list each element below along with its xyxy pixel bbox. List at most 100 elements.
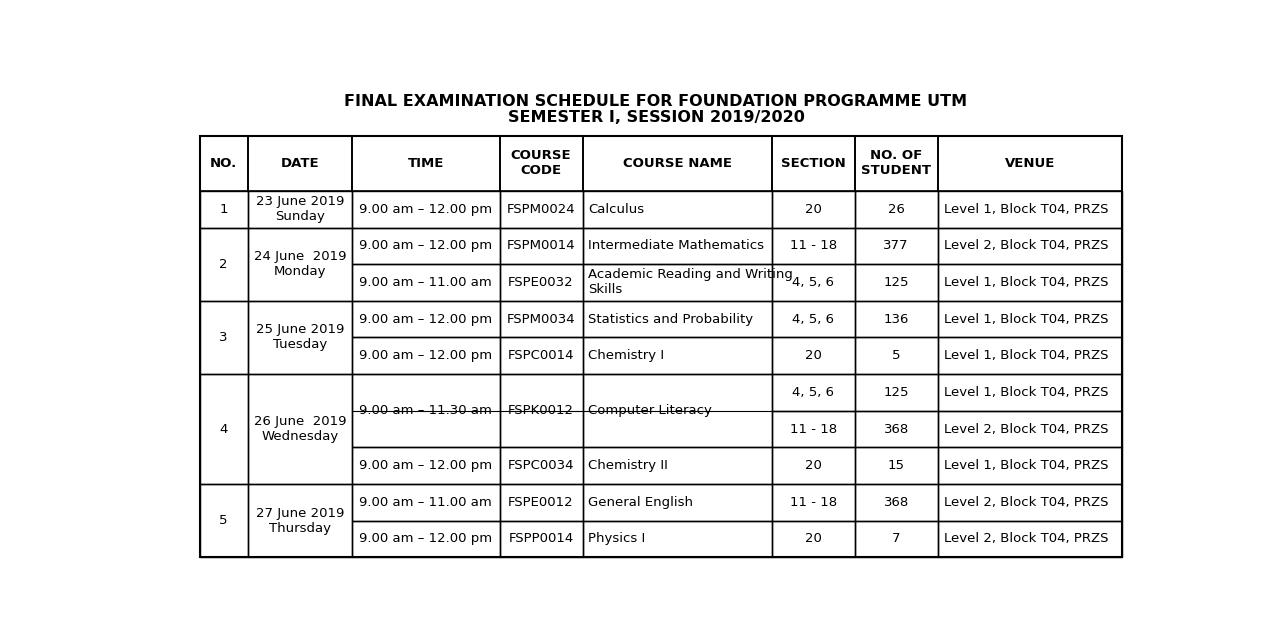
Bar: [200, 484, 247, 557]
Text: Academic Reading and Writing
Skills: Academic Reading and Writing Skills: [589, 269, 794, 296]
Text: Level 2, Block T04, PRZS: Level 2, Block T04, PRZS: [943, 496, 1108, 509]
Bar: [772, 447, 855, 484]
Text: 4, 5, 6: 4, 5, 6: [792, 386, 835, 399]
Bar: [499, 521, 582, 557]
Text: FSPK0012: FSPK0012: [508, 404, 573, 417]
Bar: [247, 228, 352, 301]
Bar: [772, 521, 855, 557]
Bar: [499, 136, 582, 191]
Text: VENUE: VENUE: [1005, 157, 1055, 170]
Text: 27 June 2019
Thursday: 27 June 2019 Thursday: [256, 507, 344, 534]
Text: FINAL EXAMINATION SCHEDULE FOR FOUNDATION PROGRAMME UTM: FINAL EXAMINATION SCHEDULE FOR FOUNDATIO…: [344, 94, 968, 109]
Text: NO. OF
STUDENT: NO. OF STUDENT: [861, 149, 932, 177]
Bar: [938, 447, 1123, 484]
Bar: [855, 228, 938, 264]
Bar: [772, 191, 855, 228]
Text: Chemistry I: Chemistry I: [589, 349, 664, 362]
Text: 9.00 am – 12.00 pm: 9.00 am – 12.00 pm: [360, 239, 493, 252]
Text: COURSE NAME: COURSE NAME: [622, 157, 732, 170]
Text: General English: General English: [589, 496, 694, 509]
Bar: [200, 191, 247, 228]
Text: DATE: DATE: [280, 157, 319, 170]
Text: Level 1, Block T04, PRZS: Level 1, Block T04, PRZS: [943, 386, 1108, 399]
Text: FSPC0034: FSPC0034: [508, 459, 575, 472]
Text: Level 1, Block T04, PRZS: Level 1, Block T04, PRZS: [943, 276, 1108, 289]
Bar: [200, 374, 247, 484]
Bar: [582, 337, 772, 374]
Bar: [855, 264, 938, 301]
Bar: [855, 136, 938, 191]
Text: 2: 2: [219, 258, 228, 271]
Text: FSPC0014: FSPC0014: [508, 349, 575, 362]
Bar: [938, 484, 1123, 521]
Bar: [200, 301, 247, 374]
Text: 368: 368: [883, 422, 909, 436]
Bar: [352, 447, 499, 484]
Bar: [200, 136, 1123, 557]
Bar: [855, 521, 938, 557]
Text: FSPM0014: FSPM0014: [507, 239, 575, 252]
Bar: [938, 374, 1123, 411]
Bar: [200, 228, 247, 301]
Bar: [772, 337, 855, 374]
Text: FSPM0034: FSPM0034: [507, 312, 575, 326]
Bar: [499, 447, 582, 484]
Text: SEMESTER I, SESSION 2019/2020: SEMESTER I, SESSION 2019/2020: [508, 109, 804, 125]
Text: 9.00 am – 11.00 am: 9.00 am – 11.00 am: [360, 276, 492, 289]
Text: 20: 20: [805, 532, 822, 545]
Bar: [582, 484, 772, 521]
Text: Physics I: Physics I: [589, 532, 645, 545]
Bar: [772, 264, 855, 301]
Text: 3: 3: [219, 331, 228, 344]
Bar: [938, 264, 1123, 301]
Text: Level 2, Block T04, PRZS: Level 2, Block T04, PRZS: [943, 532, 1108, 545]
Bar: [499, 191, 582, 228]
Bar: [772, 228, 855, 264]
Bar: [582, 521, 772, 557]
Bar: [582, 191, 772, 228]
Bar: [582, 136, 772, 191]
Bar: [772, 411, 855, 447]
Bar: [247, 191, 352, 228]
Text: 11 - 18: 11 - 18: [790, 422, 837, 436]
Text: 9.00 am – 11.00 am: 9.00 am – 11.00 am: [360, 496, 492, 509]
Bar: [772, 301, 855, 337]
Text: Level 2, Block T04, PRZS: Level 2, Block T04, PRZS: [943, 239, 1108, 252]
Text: 1: 1: [219, 203, 228, 216]
Bar: [938, 411, 1123, 447]
Text: 9.00 am – 12.00 pm: 9.00 am – 12.00 pm: [360, 203, 493, 216]
Text: Level 1, Block T04, PRZS: Level 1, Block T04, PRZS: [943, 459, 1108, 472]
Text: 9.00 am – 12.00 pm: 9.00 am – 12.00 pm: [360, 349, 493, 362]
Bar: [352, 374, 499, 447]
Text: 5: 5: [892, 349, 900, 362]
Text: 15: 15: [888, 459, 905, 472]
Text: TIME: TIME: [407, 157, 444, 170]
Bar: [352, 301, 499, 337]
Text: FSPE0032: FSPE0032: [508, 276, 573, 289]
Text: 20: 20: [805, 459, 822, 472]
Text: 125: 125: [883, 386, 909, 399]
Bar: [938, 191, 1123, 228]
Text: 11 - 18: 11 - 18: [790, 496, 837, 509]
Bar: [352, 136, 499, 191]
Text: 26: 26: [888, 203, 905, 216]
Bar: [855, 374, 938, 411]
Text: FSPE0012: FSPE0012: [508, 496, 573, 509]
Bar: [499, 264, 582, 301]
Bar: [247, 484, 352, 557]
Bar: [855, 411, 938, 447]
Bar: [772, 374, 855, 411]
Bar: [855, 337, 938, 374]
Text: 9.00 am – 12.00 pm: 9.00 am – 12.00 pm: [360, 312, 493, 326]
Bar: [352, 484, 499, 521]
Bar: [855, 447, 938, 484]
Text: Level 1, Block T04, PRZS: Level 1, Block T04, PRZS: [943, 203, 1108, 216]
Bar: [499, 301, 582, 337]
Text: 4: 4: [219, 422, 228, 436]
Bar: [772, 136, 855, 191]
Bar: [582, 447, 772, 484]
Bar: [247, 136, 352, 191]
Bar: [352, 191, 499, 228]
Bar: [499, 374, 582, 447]
Text: 5: 5: [219, 514, 228, 527]
